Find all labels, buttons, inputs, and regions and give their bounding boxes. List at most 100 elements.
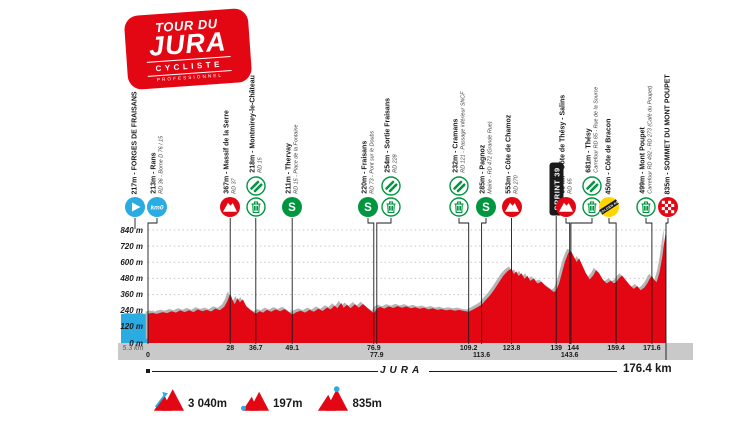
- km-marker: 5.3 km: [122, 345, 143, 352]
- waypoint-label: 217m - FORGES DE FRAISANS: [132, 91, 140, 194]
- waypoint-name: 218m - Montmirey-le-Château: [249, 75, 257, 173]
- y-axis-tick: 360 m: [99, 290, 143, 299]
- svg-text:S: S: [288, 202, 296, 214]
- climb-icon: [502, 197, 522, 217]
- feed-icon: [381, 176, 401, 196]
- svg-text:km0: km0: [151, 204, 164, 211]
- climb-icon: [220, 197, 240, 217]
- profile-area: [148, 231, 666, 343]
- km-marker: 144: [567, 345, 579, 352]
- golden-icon: GOLDEN KM: [599, 197, 619, 217]
- waypoint-road-info: Carrefour RD 492 - RD 273 (Café du Poupe…: [647, 86, 653, 194]
- waypoint-label: 220m - FraisansRD 73 - Pont sur le Doubs: [361, 131, 375, 194]
- waypoint-road-info: RD 73 - Pont sur le Doubs: [369, 131, 375, 194]
- waypoint-name: 553m - Côte de Chamoz: [505, 115, 513, 194]
- y-axis-tick: 840 m: [99, 226, 143, 235]
- waypoint-road-info: Carrefour RD 65 - Rue de la Source: [593, 87, 599, 173]
- legend-highest-point-value: 835m: [352, 398, 381, 411]
- km-marker: 28: [226, 345, 234, 352]
- waypoint-name: 835m - SOMMET DU MONT POUPET: [665, 74, 673, 194]
- finish-icon: [658, 197, 678, 217]
- sprint-icon: S: [282, 197, 302, 217]
- feed-icon: [582, 176, 602, 196]
- km-marker: 77.9: [370, 352, 384, 359]
- km-marker: 113.6: [473, 352, 490, 359]
- waypoint-label: 211m - ThervayRD 15 - Place de la Fontai…: [285, 125, 299, 194]
- waypoint-road-info: RD 15 - Place de la Fontaine: [293, 125, 299, 194]
- climb-icon: [556, 197, 576, 217]
- depart-icon: [125, 197, 145, 217]
- waypoint-road-info: RD 36 - Borne D 76 / 15: [158, 136, 164, 194]
- km-marker: 49.1: [285, 345, 299, 352]
- waste-icon: [381, 197, 401, 217]
- waypoint-name: 684m - Côte de Thésy - Salins: [559, 95, 567, 194]
- waypoint-name: 367m - Massif de la Serre: [224, 110, 232, 194]
- lowest-point-icon: [241, 389, 269, 411]
- waypoint-label: 553m - Côte de ChamozRD 270: [505, 115, 519, 194]
- waypoint-label: 218m - Montmirey-le-ChâteauRD 15: [249, 75, 263, 173]
- waypoint-label: 232m - CramansRD 121 - Passage inférieur…: [452, 92, 466, 173]
- y-axis-tick: 720 m: [99, 242, 143, 251]
- waypoint-name: 285m - Pagnoz: [479, 122, 487, 194]
- climb-legend: 3 040m 197m 835m: [152, 386, 382, 411]
- waste-icon: [636, 197, 656, 217]
- km-marker: 171.6: [643, 345, 661, 352]
- km-marker: 123.8: [503, 345, 521, 352]
- route-line-start-dot: [146, 369, 150, 373]
- waypoint-label: 367m - Massif de la SerreRD 37: [224, 110, 238, 194]
- legend-lowest-point-value: 197m: [273, 398, 302, 411]
- legend-total-climb-value: 3 040m: [188, 398, 227, 411]
- legend-highest-point: 835m: [316, 386, 381, 411]
- waypoint-road-info: RD 65: [567, 95, 573, 194]
- total-distance: 176.4 km: [623, 363, 672, 375]
- route-line-right: [429, 371, 617, 372]
- waypoint-road-info: RD 228: [392, 98, 398, 173]
- waste-icon: [449, 197, 469, 217]
- waypoint-label: 254m - Sortie FraisansRD 228: [384, 98, 398, 173]
- legend-lowest-point: 197m: [241, 389, 302, 411]
- svg-text:S: S: [482, 202, 490, 214]
- waypoint-name: 213m - Rans: [150, 136, 158, 194]
- km-marker: 143.6: [561, 352, 579, 359]
- waypoint-label: 213m - RansRD 36 - Borne D 76 / 15: [150, 136, 164, 194]
- waypoint-name: 681m - Thésy: [585, 87, 593, 173]
- legend-total-climb: 3 040m: [152, 386, 227, 411]
- y-axis-tick: 240 m: [99, 306, 143, 315]
- km-marker: 76.9: [367, 345, 381, 352]
- feed-icon: [449, 176, 469, 196]
- waypoint-road-info: RD 270: [512, 115, 518, 194]
- waypoint-label: 450m - Côte de Bracon: [606, 118, 614, 194]
- km-marker: 139: [550, 345, 562, 352]
- waypoint-name: 232m - Cramans: [452, 92, 460, 173]
- y-axis-tick: 480 m: [99, 274, 143, 283]
- route-line-left: [152, 371, 378, 372]
- km-marker: 0: [146, 352, 150, 359]
- waypoint-name: 499m - Mont Poupet: [639, 86, 647, 194]
- feed-icon: [246, 176, 266, 196]
- waypoint-label: 285m - PagnozMairie - RD 472 (Grande Rue…: [479, 122, 493, 194]
- waypoint-road-info: RD 15: [257, 75, 263, 173]
- km0-icon: km0: [147, 197, 167, 217]
- waypoint-name: 220m - Fraisans: [361, 131, 369, 194]
- y-axis-tick: 120 m: [99, 322, 143, 331]
- stage-elevation-profile: TOUR DU JURA CYCLISTE PROFESSIONNEL 0 m1…: [0, 0, 750, 422]
- km-marker: 36.7: [249, 345, 263, 352]
- y-axis-tick: 600 m: [99, 258, 143, 267]
- waypoint-road-info: Mairie - RD 472 (Grande Rue): [487, 122, 493, 194]
- waypoint-name: 217m - FORGES DE FRAISANS: [132, 91, 140, 194]
- total-climb-icon: [152, 386, 184, 411]
- sprint-icon: S: [476, 197, 496, 217]
- waypoint-road-info: RD 121 - Passage inférieur SNCF: [460, 92, 466, 173]
- sprint-icon: S: [358, 197, 378, 217]
- waypoint-name: 450m - Côte de Bracon: [606, 118, 614, 194]
- waypoint-label: 499m - Mont PoupetCarrefour RD 492 - RD …: [639, 86, 653, 194]
- waste-icon: [246, 197, 266, 217]
- waypoint-label: 684m - Côte de Thésy - SalinsRD 65: [559, 95, 573, 194]
- waypoint-line: [666, 218, 668, 360]
- km-marker: 109.2: [460, 345, 478, 352]
- waypoint-label: 681m - ThésyCarrefour RD 65 - Rue de la …: [585, 87, 599, 173]
- km-marker: 159.4: [607, 345, 625, 352]
- highest-point-icon: [316, 386, 348, 411]
- svg-text:S: S: [364, 202, 372, 214]
- departement-label: JURA: [380, 365, 423, 376]
